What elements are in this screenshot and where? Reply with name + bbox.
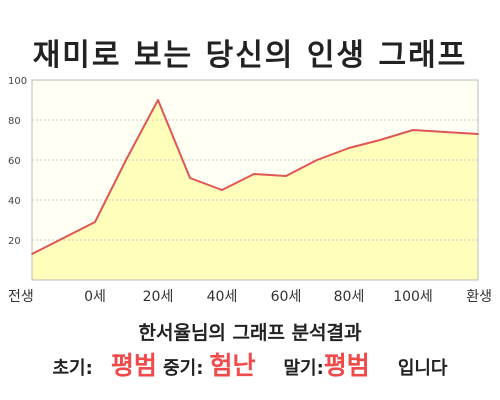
x-tick-label: 환생 — [466, 289, 492, 305]
data-point-7 — [285, 175, 287, 177]
data-point-10 — [379, 139, 381, 141]
data-point-0 — [31, 253, 33, 255]
data-point-13 — [477, 133, 479, 135]
x-tick-label: 40세 — [207, 289, 238, 305]
data-point-11 — [412, 129, 414, 131]
area-fill — [32, 100, 478, 280]
data-point-8 — [316, 159, 318, 161]
y-tick-label: 20 — [8, 236, 21, 247]
y-tick-label: 100 — [8, 76, 27, 87]
early-label: 초기: — [52, 358, 93, 379]
data-point-12 — [444, 131, 446, 133]
y-tick-label: 60 — [8, 156, 21, 167]
y-tick-label: 80 — [8, 116, 21, 127]
early-value: 평범 — [110, 351, 157, 380]
mid-value: 험난 — [209, 351, 256, 380]
late-value: 평범 — [323, 351, 370, 380]
result-summary: 초기: 평범 중기: 험난 말기:평범 입니다 — [0, 346, 500, 382]
data-point-3 — [157, 99, 159, 101]
data-point-4 — [189, 177, 191, 179]
result-heading: 한서율님의 그래프 분석결과 — [138, 322, 362, 344]
suffix-text: 입니다 — [397, 358, 448, 379]
series-line — [31, 99, 479, 255]
data-point-6 — [253, 173, 255, 175]
y-tick-label: 40 — [8, 196, 21, 207]
x-tick-label: 100세 — [393, 289, 433, 305]
x-tick-label: 60세 — [271, 289, 302, 305]
chart-title: 재미로 보는 당신의 인생 그래프 — [32, 38, 468, 73]
x-tick-label: 20세 — [143, 289, 174, 305]
plot-border — [31, 79, 479, 281]
x-tick-label: 전생 — [8, 289, 34, 305]
data-point-9 — [348, 147, 350, 149]
data-point-5 — [221, 189, 223, 191]
x-tick-label: 80세 — [334, 289, 365, 305]
late-label: 말기: — [283, 358, 324, 379]
data-point-1 — [94, 221, 96, 223]
x-tick-label: 0세 — [84, 289, 106, 305]
data-point-2 — [125, 159, 127, 161]
mid-label: 중기: — [163, 358, 204, 379]
